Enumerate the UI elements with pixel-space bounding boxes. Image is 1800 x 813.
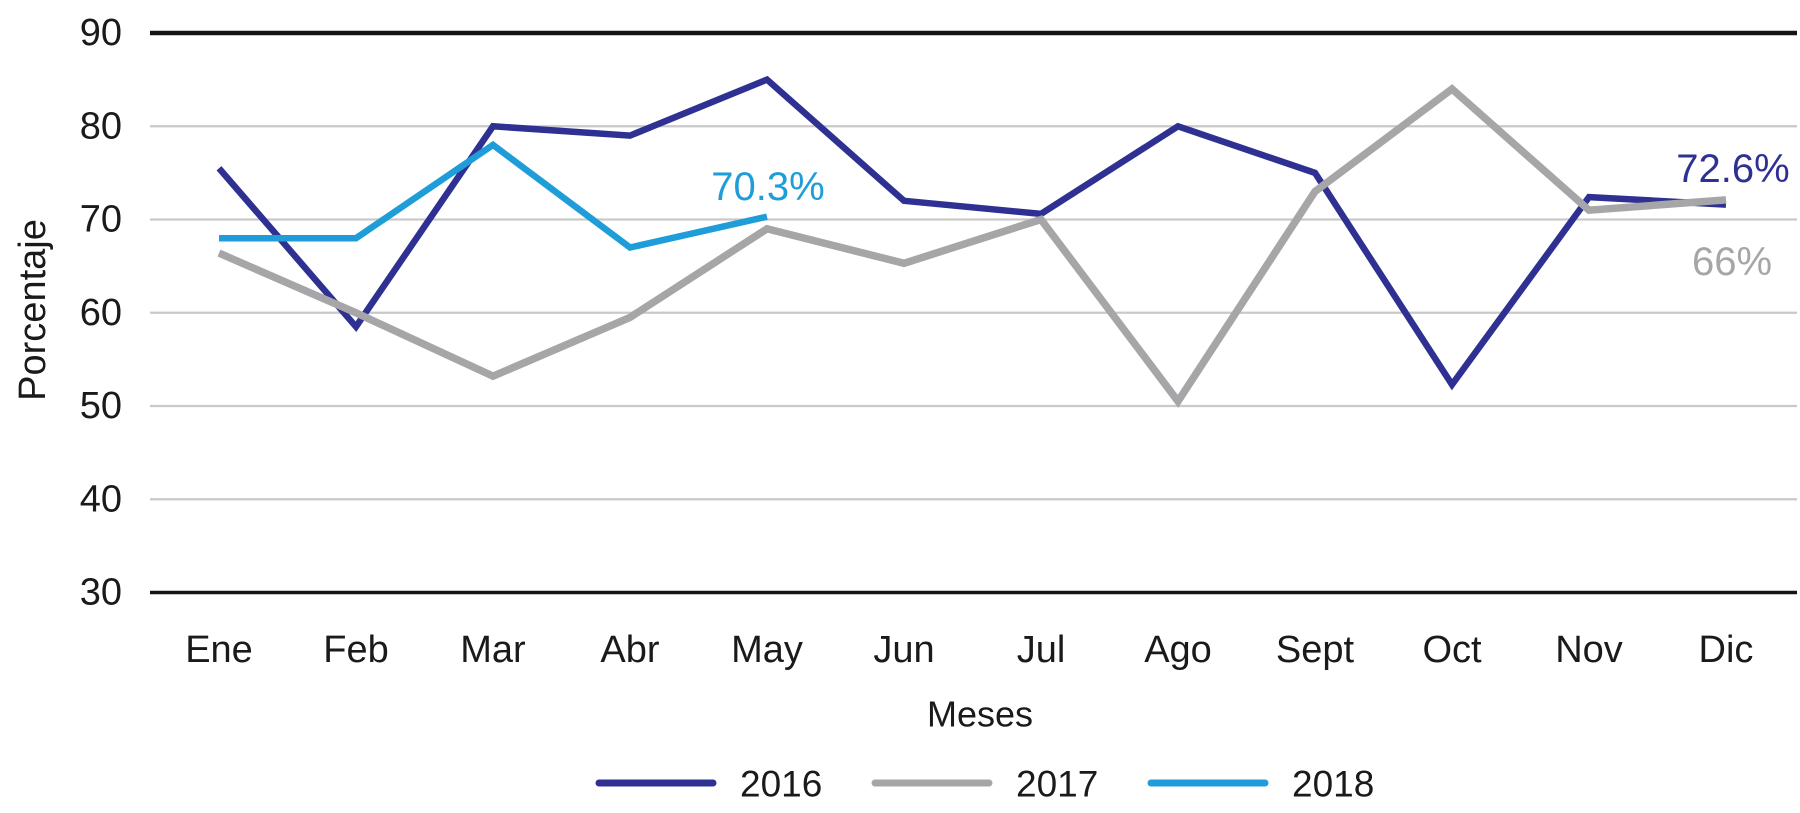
x-tick-label: Mar [460, 629, 526, 671]
y-tick-label: 80 [80, 105, 122, 147]
legend-label-2016: 2016 [740, 764, 822, 805]
x-axis-title: Meses [927, 694, 1033, 735]
value-annotation: 66% [1692, 240, 1772, 284]
series-line-2018 [219, 140, 768, 251]
legend-label-2018: 2018 [1292, 764, 1374, 805]
y-tick-label: 90 [80, 12, 122, 54]
y-tick-label: 60 [80, 292, 122, 334]
legend-label-2017: 2017 [1016, 764, 1098, 805]
x-tick-label: Dic [1699, 629, 1754, 671]
x-tick-label: Feb [323, 629, 388, 671]
x-tick-label: Ago [1144, 629, 1212, 671]
y-tick-label: 30 [80, 572, 122, 614]
x-tick-label: Sept [1276, 629, 1355, 671]
x-tick-label: May [731, 629, 803, 671]
series-line-2017 [217, 84, 1727, 408]
value-annotation: 70.3% [711, 165, 824, 209]
x-tick-label: Oct [1422, 629, 1482, 671]
x-tick-label: Ene [185, 629, 253, 671]
x-tick-label: Nov [1555, 629, 1623, 671]
x-tick-label: Jul [1017, 629, 1066, 671]
y-tick-label: 50 [80, 385, 122, 427]
x-tick-label: Jun [873, 629, 934, 671]
value-annotation: 72.6% [1676, 147, 1789, 191]
x-tick-label: Abr [600, 629, 659, 671]
y-tick-label: 70 [80, 199, 122, 241]
y-tick-label: 40 [80, 478, 122, 520]
y-axis-title: Porcentaje [12, 219, 54, 401]
